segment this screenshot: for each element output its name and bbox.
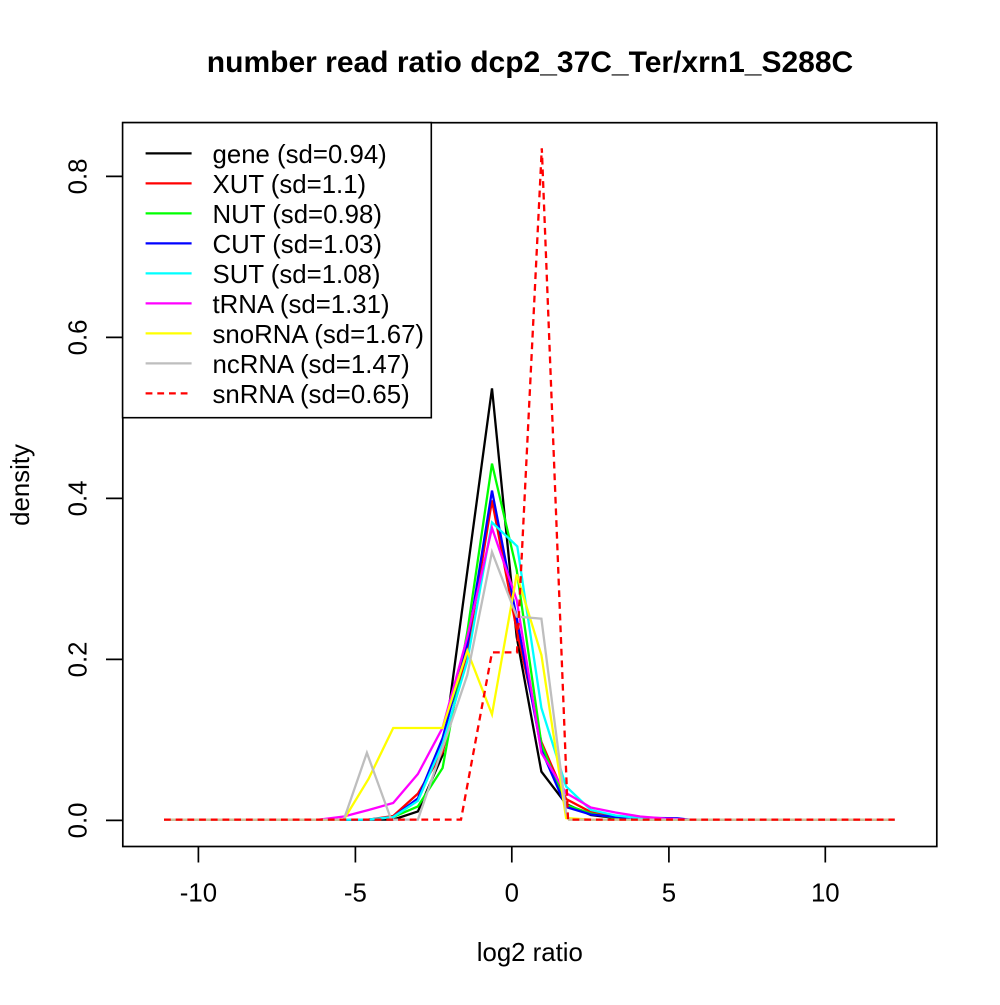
svg-text:XUT (sd=1.1): XUT (sd=1.1) — [213, 171, 367, 199]
svg-text:0.4: 0.4 — [65, 480, 93, 516]
svg-text:0.2: 0.2 — [65, 641, 93, 677]
svg-text:snRNA (sd=0.65): snRNA (sd=0.65) — [213, 381, 410, 409]
svg-text:tRNA (sd=1.31): tRNA (sd=1.31) — [213, 291, 390, 319]
svg-text:0: 0 — [505, 880, 519, 908]
svg-text:density: density — [7, 444, 35, 526]
svg-text:CUT (sd=1.03): CUT (sd=1.03) — [213, 231, 382, 259]
svg-text:-5: -5 — [344, 880, 367, 908]
svg-text:ncRNA (sd=1.47): ncRNA (sd=1.47) — [213, 351, 410, 379]
svg-text:0.0: 0.0 — [65, 802, 93, 838]
svg-text:-10: -10 — [180, 880, 217, 908]
svg-text:snoRNA (sd=1.67): snoRNA (sd=1.67) — [213, 321, 425, 349]
svg-text:10: 10 — [811, 880, 840, 908]
svg-text:SUT (sd=1.08): SUT (sd=1.08) — [213, 261, 381, 289]
svg-text:5: 5 — [662, 880, 676, 908]
svg-text:0.8: 0.8 — [65, 158, 93, 194]
svg-text:log2 ratio: log2 ratio — [477, 939, 583, 967]
svg-text:gene (sd=0.94): gene (sd=0.94) — [213, 141, 387, 169]
svg-text:number read ratio dcp2_37C_Ter: number read ratio dcp2_37C_Ter/xrn1_S288… — [207, 46, 853, 79]
svg-text:NUT (sd=0.98): NUT (sd=0.98) — [213, 201, 382, 229]
svg-text:0.6: 0.6 — [65, 319, 93, 355]
